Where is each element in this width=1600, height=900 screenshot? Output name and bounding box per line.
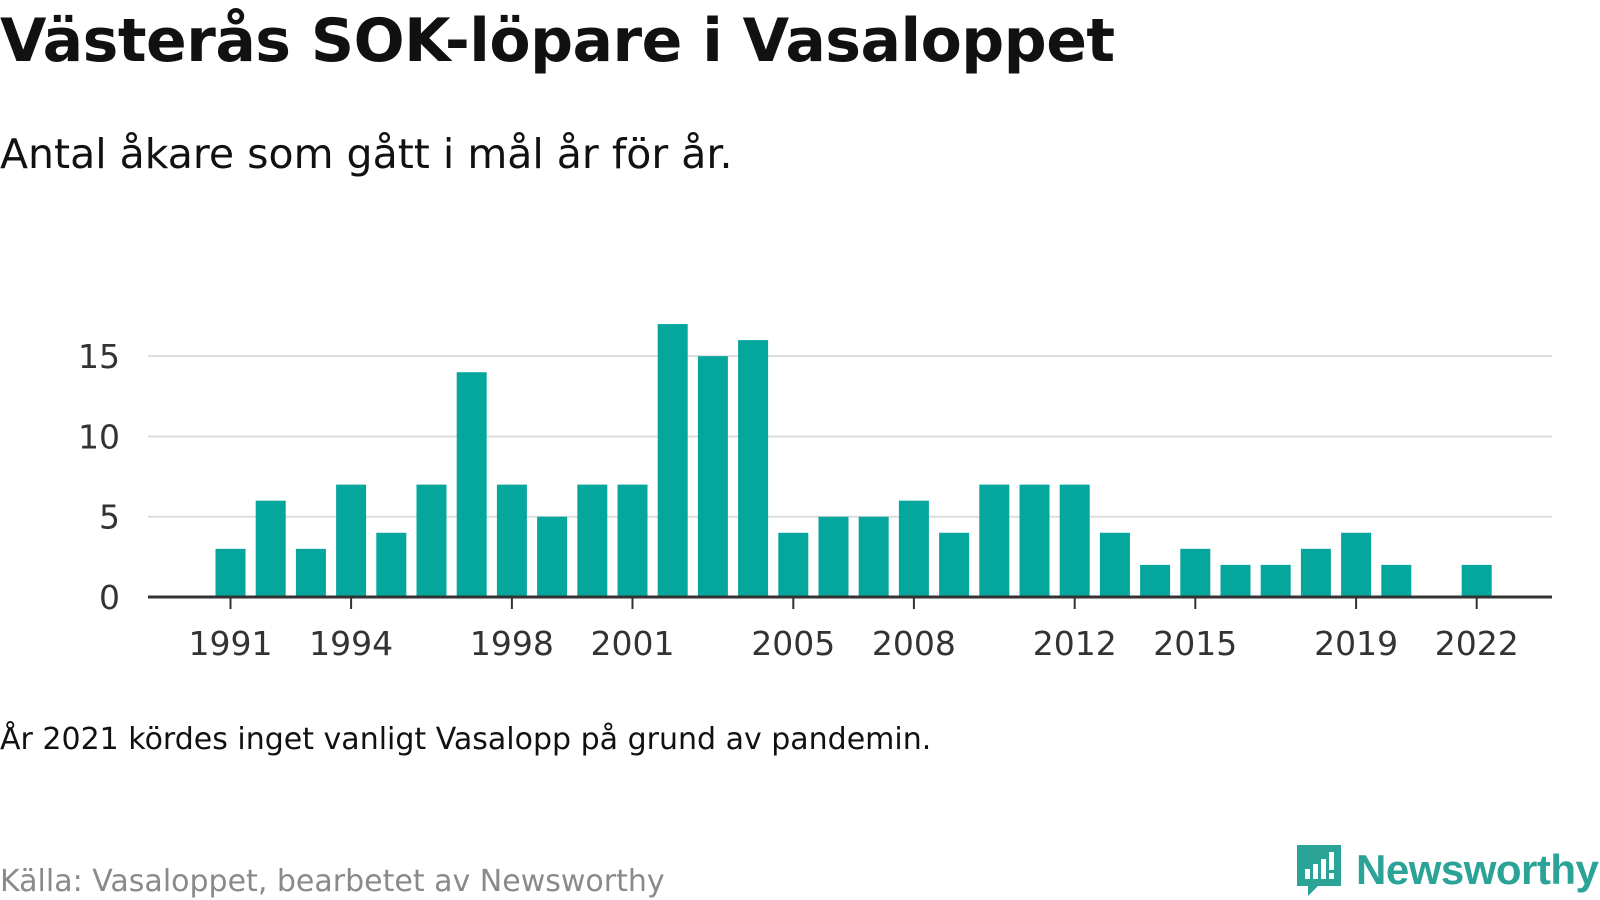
chart-note: År 2021 kördes inget vanligt Vasalopp på… — [0, 722, 932, 757]
y-tick-label: 15 — [78, 337, 120, 376]
bar-2011 — [1019, 484, 1050, 597]
bar-2020 — [1381, 564, 1412, 597]
bar-2014 — [1140, 564, 1171, 597]
bar-2019 — [1341, 532, 1372, 597]
bar-2017 — [1260, 564, 1291, 597]
bar-2013 — [1099, 532, 1130, 597]
bar-chart: 0 5 10 15 1991 1994 1998 2001 2005 2008 2012 2015 20… — [78, 324, 1552, 663]
bar-2022 — [1461, 564, 1492, 597]
bar-2008 — [898, 500, 929, 597]
y-tick-label: 0 — [99, 578, 120, 617]
bar-1995 — [376, 532, 407, 597]
bar-2000 — [577, 484, 608, 597]
chart-subtitle: Antal åkare som gått i mål år för år. — [0, 130, 733, 178]
bar-1993 — [295, 548, 326, 597]
bar-2018 — [1300, 548, 1331, 597]
bar-2004 — [738, 340, 769, 597]
y-tick-label: 5 — [99, 498, 120, 537]
bar-2001 — [617, 484, 648, 597]
x-tick-label: 2008 — [872, 624, 956, 663]
x-tick-label: 2001 — [591, 624, 675, 663]
bar-1997 — [456, 372, 487, 597]
bar-2003 — [697, 356, 728, 597]
x-tick-label: 2015 — [1153, 624, 1237, 663]
newsworthy-logo-icon — [1297, 845, 1341, 896]
x-tick-label: 1998 — [470, 624, 554, 663]
bar-2015 — [1180, 548, 1211, 597]
bar-1999 — [537, 516, 568, 597]
bar-2010 — [979, 484, 1010, 597]
source-text: Källa: Vasaloppet, bearbetet av Newswort… — [0, 864, 665, 899]
x-tick-label: 1991 — [189, 624, 273, 663]
bar-1994 — [336, 484, 367, 597]
x-tick-label: 2019 — [1314, 624, 1398, 663]
bar-2016 — [1220, 564, 1251, 597]
chart-title: Västerås SOK-löpare i Vasaloppet — [0, 6, 1115, 76]
bar-1992 — [255, 500, 286, 597]
bar-2007 — [858, 516, 889, 597]
x-tick-label: 2022 — [1435, 624, 1519, 663]
y-tick-label: 10 — [78, 417, 120, 456]
bar-2002 — [657, 324, 688, 597]
bar-2005 — [778, 532, 809, 597]
bar-2009 — [939, 532, 970, 597]
bar-2012 — [1059, 484, 1090, 597]
bar-1998 — [496, 484, 527, 597]
x-tick-label: 1994 — [309, 624, 393, 663]
x-tick-label: 2012 — [1033, 624, 1117, 663]
bar-1996 — [416, 484, 447, 597]
bar-2006 — [818, 516, 849, 597]
x-tick-label: 2005 — [751, 624, 835, 663]
bar-1991 — [215, 548, 246, 597]
brand-name: Newsworthy — [1356, 846, 1599, 893]
brand-logo: Newsworthy — [1294, 840, 1599, 900]
